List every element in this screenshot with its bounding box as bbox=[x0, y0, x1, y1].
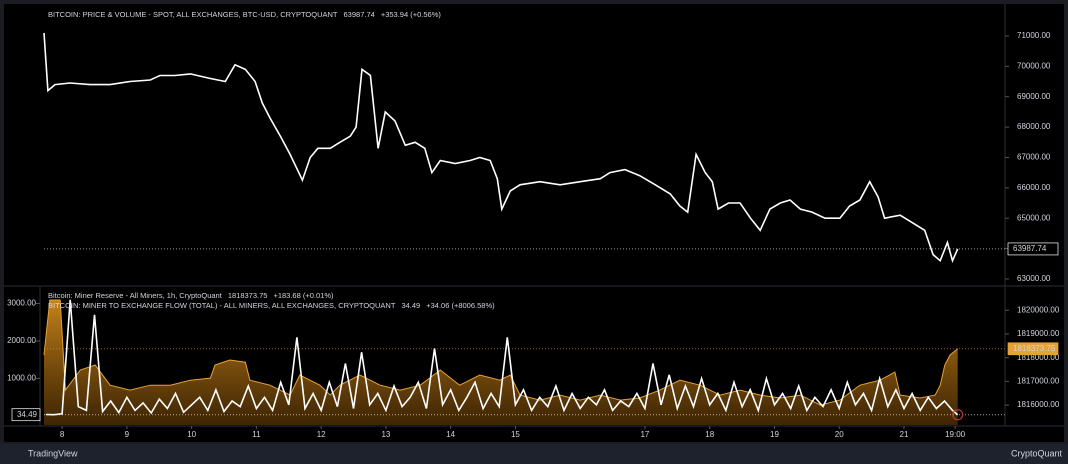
header-change: +353.94 (+0.56%) bbox=[381, 10, 442, 19]
legend-name: BITCOIN: MINER TO EXCHANGE FLOW (TOTAL) … bbox=[48, 301, 396, 310]
y-tick-label: 1817000.00 bbox=[1017, 376, 1060, 385]
price-line bbox=[43, 32, 959, 264]
footer-right: CryptoQuant bbox=[1011, 448, 1063, 458]
y-tick-label: 66000.00 bbox=[1017, 183, 1051, 192]
legend-name: Bitcoin: Miner Reserve - All Miners, 1h,… bbox=[48, 291, 223, 300]
y-tick-label: 63000.00 bbox=[1017, 274, 1051, 283]
legend-value: 34.49 bbox=[401, 301, 420, 310]
legend-change: +34.06 (+8006.58%) bbox=[426, 301, 495, 310]
y-tick-label: 69000.00 bbox=[1017, 92, 1051, 101]
y-tick-label: 1820000.00 bbox=[1017, 305, 1060, 314]
x-tick-label: 13 bbox=[381, 430, 390, 439]
footer-bar bbox=[0, 444, 1068, 464]
last-value-box bbox=[11, 408, 41, 422]
last-point-marker bbox=[952, 409, 964, 421]
x-tick-label: 19:00 bbox=[945, 430, 966, 439]
legend-value: 1818373.75 bbox=[228, 291, 268, 300]
y-tick-label: 1816000.00 bbox=[1017, 400, 1060, 409]
x-tick-label: 11 bbox=[252, 430, 261, 439]
x-tick-label: 21 bbox=[900, 430, 909, 439]
x-tick-label: 20 bbox=[835, 430, 844, 439]
y-tick-label: 67000.00 bbox=[1017, 153, 1051, 162]
x-tick-label: 17 bbox=[640, 430, 649, 439]
price-line bbox=[45, 299, 959, 416]
last-value-box bbox=[1007, 242, 1059, 256]
plot-background bbox=[4, 4, 1064, 442]
y-tick-label: 71000.00 bbox=[1017, 31, 1051, 40]
last-value-label: 1818373.75 bbox=[1013, 344, 1056, 353]
header-values: 63987.74 +353.94 (+0.56%) bbox=[344, 10, 442, 19]
footer-left: TradingView bbox=[28, 448, 78, 458]
y-tick-label: 3000.00 bbox=[7, 299, 36, 308]
x-tick-label: 18 bbox=[705, 430, 714, 439]
last-value-label: 63987.74 bbox=[1013, 244, 1047, 253]
y-tick-label: 1819000.00 bbox=[1017, 329, 1060, 338]
y-tick-label: 65000.00 bbox=[1017, 213, 1051, 222]
y-tick-label: 1818000.00 bbox=[1017, 353, 1060, 362]
x-tick-label: 15 bbox=[511, 430, 520, 439]
x-tick-label: 14 bbox=[446, 430, 455, 439]
x-tick-label: 8 bbox=[60, 430, 65, 439]
y-tick-label: 2000.00 bbox=[7, 336, 36, 345]
last-value-box bbox=[1007, 342, 1059, 356]
x-tick-label: 12 bbox=[317, 430, 326, 439]
legend-change: +183.68 (+0.01%) bbox=[273, 291, 334, 300]
x-tick-label: 9 bbox=[125, 430, 130, 439]
x-tick-label: 10 bbox=[187, 430, 196, 439]
last-value-label: 34.49 bbox=[17, 410, 38, 419]
chart-title: BITCOIN: PRICE & VOLUME - SPOT, ALL EXCH… bbox=[48, 10, 338, 19]
area-fill bbox=[44, 300, 958, 425]
header-value: 63987.74 bbox=[344, 10, 375, 19]
x-tick-label: 19 bbox=[770, 430, 779, 439]
y-tick-label: 70000.00 bbox=[1017, 61, 1051, 70]
y-tick-label: 1000.00 bbox=[7, 374, 36, 383]
y-tick-label: 68000.00 bbox=[1017, 122, 1051, 131]
area-line bbox=[43, 299, 959, 406]
